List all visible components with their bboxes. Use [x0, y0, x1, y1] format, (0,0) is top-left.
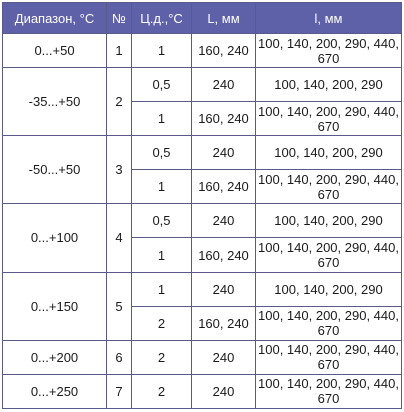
division-cell: 1 [131, 169, 192, 205]
range-cell: 0...+100 [2, 203, 107, 273]
length-L-cell: 240 [191, 203, 256, 239]
length-L-cell: 160, 240 [191, 169, 256, 205]
header-length-L: L, мм [191, 2, 256, 34]
division-cell: 2 [131, 305, 192, 341]
length-l-cell: 100, 140, 200, 290 [255, 67, 402, 103]
range-cell: 0...+150 [2, 271, 107, 341]
division-cell: 0,5 [131, 67, 192, 103]
header-number: № [106, 2, 132, 34]
division-cell: 1 [131, 101, 192, 137]
table-row: 0...+50 1 1 160, 240 100, 140, 200, 290,… [2, 32, 402, 69]
length-l-cell: 100, 140, 200, 290, 440, 670 [255, 169, 402, 205]
division-cell: 1 [131, 271, 192, 307]
length-L-cell: 240 [191, 373, 256, 410]
header-center-division: Ц.д.,°С [131, 2, 192, 34]
table-row: 1 160, 240 100, 140, 200, 290, 440, 670 [3, 101, 402, 137]
table-row: 0...+250 7 2 240 100, 140, 200, 290, 440… [2, 373, 402, 410]
division-cell: 1 [131, 237, 192, 273]
range-cell: 0...+200 [2, 339, 107, 375]
table-row: -35...+50 2 0,5 240 100, 140, 200, 290 [2, 67, 402, 137]
range-cell: 0...+50 [2, 32, 107, 69]
length-l-cell: 100, 140, 200, 290, 440, 670 [255, 32, 402, 69]
header-range: Диапазон, °С [2, 2, 107, 34]
header-length-l: l, мм [255, 2, 402, 34]
table-row: 0...+200 6 2 240 100, 140, 200, 290, 440… [2, 339, 402, 375]
division-cell: 2 [131, 339, 192, 375]
range-cell: -35...+50 [2, 67, 107, 137]
division-cell: 0,5 [131, 203, 192, 239]
length-L-cell: 160, 240 [191, 32, 256, 69]
length-L-cell: 160, 240 [191, 101, 256, 137]
number-cell: 6 [106, 339, 132, 375]
length-l-cell: 100, 140, 200, 290, 440, 670 [255, 237, 402, 273]
number-cell: 2 [106, 67, 132, 137]
length-l-cell: 100, 140, 200, 290 [255, 271, 402, 307]
table-row: 2 160, 240 100, 140, 200, 290, 440, 670 [3, 305, 402, 341]
number-cell: 7 [106, 373, 132, 410]
length-L-cell: 240 [191, 135, 256, 171]
division-cell: 0,5 [131, 135, 192, 171]
range-cell: 0...+250 [2, 373, 107, 410]
number-cell: 5 [106, 271, 132, 341]
length-l-cell: 100, 140, 200, 290, 440, 670 [255, 101, 402, 137]
table-row: 1 160, 240 100, 140, 200, 290, 440, 670 [3, 237, 402, 273]
range-cell: -50...+50 [2, 135, 107, 205]
length-L-cell: 240 [191, 271, 256, 307]
number-cell: 4 [106, 203, 132, 273]
table-row: 1 160, 240 100, 140, 200, 290, 440, 670 [3, 169, 402, 205]
length-l-cell: 100, 140, 200, 290, 440, 670 [255, 373, 402, 410]
number-cell: 1 [106, 32, 132, 69]
length-L-cell: 160, 240 [191, 237, 256, 273]
length-l-cell: 100, 140, 200, 290, 440, 670 [255, 305, 402, 341]
number-cell: 3 [106, 135, 132, 205]
header-row: Диапазон, °С № Ц.д.,°С L, мм l, мм [2, 2, 402, 34]
division-cell: 1 [131, 32, 192, 69]
length-L-cell: 240 [191, 67, 256, 103]
length-l-cell: 100, 140, 200, 290 [255, 135, 402, 171]
table-row: 0...+100 4 0,5 240 100, 140, 200, 290 [2, 203, 402, 273]
division-cell: 2 [131, 373, 192, 410]
length-L-cell: 160, 240 [191, 305, 256, 341]
length-L-cell: 240 [191, 339, 256, 375]
table-row: -50...+50 3 0,5 240 100, 140, 200, 290 [2, 135, 402, 205]
length-l-cell: 100, 140, 200, 290, 440, 670 [255, 339, 402, 375]
table-row: 0...+150 5 1 240 100, 140, 200, 290 [2, 271, 402, 341]
length-l-cell: 100, 140, 200, 290 [255, 203, 402, 239]
